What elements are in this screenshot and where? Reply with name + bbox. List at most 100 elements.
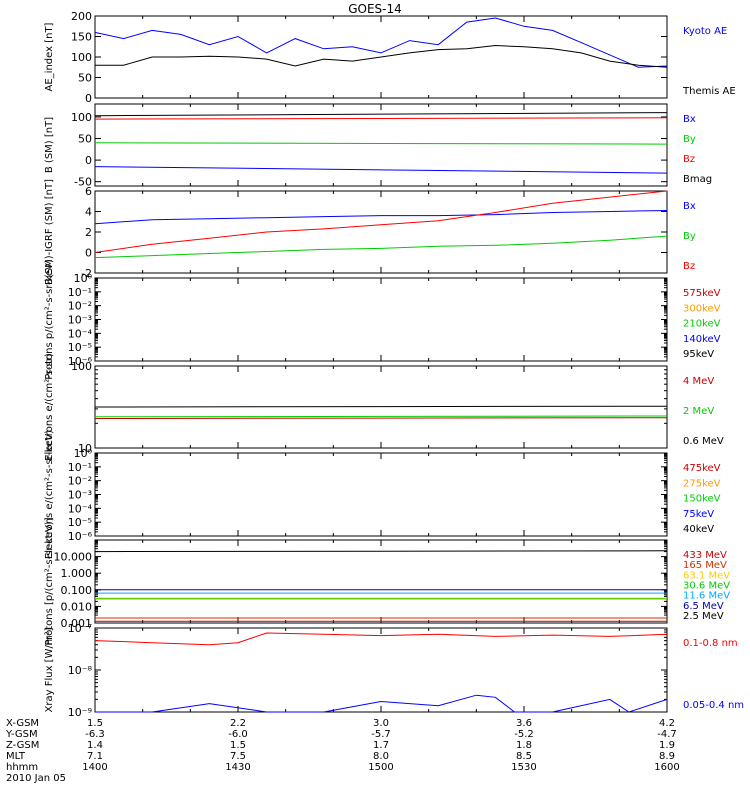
legend-entry: Bmag xyxy=(683,174,712,185)
legend-entry: 95keV xyxy=(683,349,714,360)
series-line xyxy=(94,632,668,646)
legend-entry: 6.5 MeV xyxy=(683,601,724,612)
ephemeris-value: 3.0 xyxy=(373,718,389,729)
panel-frame xyxy=(94,190,668,274)
legend-entry: 11.6 MeV xyxy=(683,591,730,602)
legend-entry: 2.5 MeV xyxy=(683,611,724,622)
legend-entry: 40keV xyxy=(683,524,714,535)
legend-entry: Bx xyxy=(683,114,696,125)
y-tick-label: 10⁻⁴ xyxy=(68,502,93,515)
panel-1: 0 50 100 150 200 AE_index [nT] Kyoto AE Themis … xyxy=(44,10,736,105)
legend-entry: 0.05-0.4 nm xyxy=(683,700,744,711)
legend-entry: 140keV xyxy=(683,334,721,345)
ephemeris-value: 4.2 xyxy=(659,718,675,729)
ephemeris-value: 1.7 xyxy=(373,740,389,751)
y-axis-label: B(SM)-IGRF (SM) [nT] xyxy=(44,179,55,285)
legend-entry: Bz xyxy=(683,154,695,165)
ephemeris-row-label: MLT xyxy=(6,751,26,762)
y-axis-label: AE_index [nT] xyxy=(44,22,55,91)
ephemeris-value: 8.9 xyxy=(659,751,675,762)
y-tick-label: 10 xyxy=(78,442,92,455)
ephemeris-value: -6.3 xyxy=(85,729,105,740)
legend-entry: 0.1-0.8 nm xyxy=(683,638,738,649)
series-line xyxy=(94,166,668,174)
legend-entry: 75keV xyxy=(683,509,714,520)
y-tick-label: 100 xyxy=(71,111,92,124)
series-line xyxy=(95,694,668,713)
ephemeris-value: 1.9 xyxy=(659,740,675,751)
y-tick-label: 6 xyxy=(85,185,92,198)
legend-entry: 300keV xyxy=(683,303,721,314)
series-line xyxy=(94,550,668,553)
legend-entry: 575keV xyxy=(683,288,721,299)
y-tick-label: 10⁰ xyxy=(74,272,93,285)
ephemeris-value: 1400 xyxy=(82,762,107,773)
ephemeris-value: 8.0 xyxy=(373,751,389,762)
legend-entry: 433 MeV xyxy=(683,550,727,561)
panel-7: 10.000 1.000 0.100 0.010 0.001 Protons [p/(cm… xyxy=(44,517,730,645)
plot-date: 2010 Jan 05 xyxy=(6,773,66,784)
series-line xyxy=(94,142,668,145)
y-tick-label: 10⁻⁴ xyxy=(68,327,93,340)
y-tick-label: 50 xyxy=(78,133,92,146)
panel-5: 100 10 Electrons e/(cm²-s-sr) 4 MeV 2 MeV 0.6… xyxy=(44,353,724,461)
legend-entry: Themis AE xyxy=(682,86,736,97)
y-tick-label: 2 xyxy=(85,226,92,239)
y-tick-label: 10⁻⁵ xyxy=(68,341,92,354)
series-line xyxy=(94,117,668,120)
ephemeris-row-label: Z-GSM xyxy=(6,740,39,751)
y-tick-label: 10⁻⁵ xyxy=(68,516,92,529)
y-tick-label: -2 xyxy=(81,267,92,280)
ephemeris-value: 1.4 xyxy=(87,740,103,751)
y-tick-label: 1.000 xyxy=(61,567,93,580)
y-axis-label: Electrons e/(cm²-s-sr) xyxy=(44,353,55,461)
y-tick-label: 10⁻¹ xyxy=(68,286,92,299)
panel-8: 10⁻⁷ 10⁻⁸ 10⁻⁹ Xray Flux [W/m²] 0.1-0.8 nm 0.… xyxy=(44,622,744,719)
y-tick-label: 10⁻² xyxy=(68,300,92,313)
panel-frame xyxy=(94,452,668,537)
series-line xyxy=(94,112,668,117)
y-tick-label: 10⁰ xyxy=(74,447,93,460)
panel-3: -2 0 2 4 6 B(SM)-IGRF (SM) [nT] Bx By Bz xyxy=(44,179,696,285)
legend-entry: 30.6 MeV xyxy=(683,581,730,592)
panel-frame xyxy=(94,539,668,624)
y-tick-label: 0.010 xyxy=(61,600,93,613)
legend-entry: Bx xyxy=(683,201,696,212)
ephemeris-row-label: Y-GSM xyxy=(5,729,38,740)
y-tick-label: 10⁻⁶ xyxy=(68,530,93,543)
panel-frame xyxy=(94,627,668,713)
ephemeris-value: 1430 xyxy=(225,762,250,773)
ephemeris-value: 1.5 xyxy=(87,718,103,729)
series-line xyxy=(94,190,668,253)
legend-entry: 63.1 MeV xyxy=(683,570,730,581)
ephemeris-value: -4.7 xyxy=(657,729,677,740)
ephemeris-value: 1.8 xyxy=(516,740,532,751)
y-tick-label: 100 xyxy=(71,360,92,373)
y-tick-label: 0.100 xyxy=(61,584,93,597)
ephemeris-row-label: X-GSM xyxy=(6,718,39,729)
panel-frame xyxy=(94,103,668,187)
legend-entry: 150keV xyxy=(683,494,721,505)
y-tick-label: 50 xyxy=(78,72,92,85)
series-line xyxy=(94,417,668,419)
legend-entry: 2 MeV xyxy=(683,406,714,417)
ephemeris-value: 1.5 xyxy=(230,740,246,751)
y-tick-label: 10⁻³ xyxy=(68,314,92,327)
series-line xyxy=(94,235,668,259)
y-axis-label: B (SM) [nT] xyxy=(44,117,55,173)
plot-title: GOES-14 xyxy=(348,2,402,16)
legend-entry: Kyoto AE xyxy=(683,26,727,37)
ephemeris-value: 3.6 xyxy=(516,718,532,729)
ephemeris-value: 2.2 xyxy=(230,718,246,729)
ephemeris-value: 7.5 xyxy=(230,751,246,762)
y-tick-label: 0 xyxy=(85,247,92,260)
y-tick-label: 10⁻³ xyxy=(68,489,92,502)
series-line xyxy=(95,44,668,68)
series-line xyxy=(94,405,668,408)
panel-frame xyxy=(94,277,668,362)
y-tick-label: 10⁻⁶ xyxy=(68,355,93,368)
